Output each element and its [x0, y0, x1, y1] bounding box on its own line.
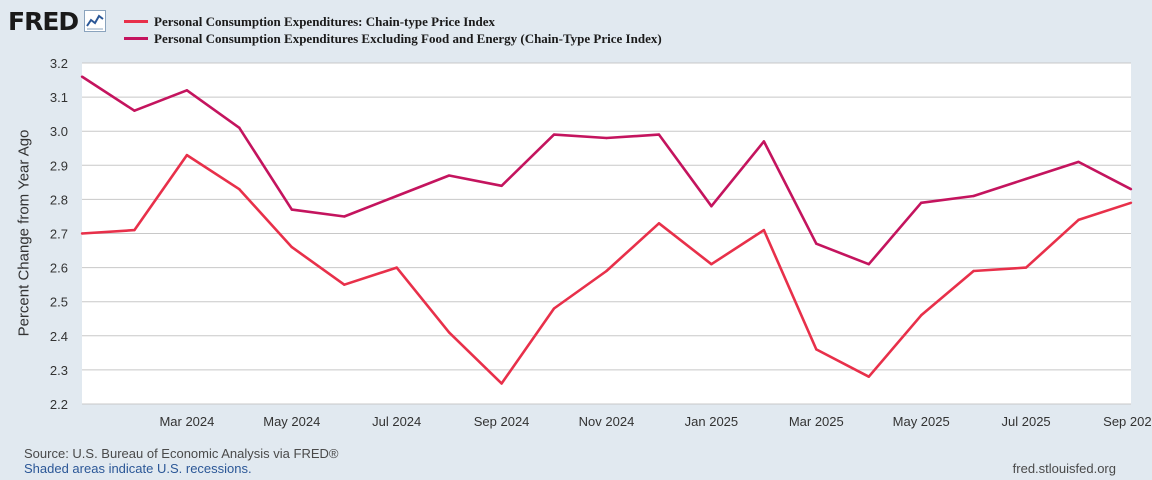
site-link[interactable]: fred.stlouisfed.org — [1012, 461, 1116, 476]
x-tick-label: Sep 2024 — [474, 414, 530, 429]
data-point-pce — [80, 232, 84, 235]
data-point-pce — [867, 375, 870, 378]
y-tick-label: 2.8 — [50, 192, 68, 207]
y-tick-label: 2.2 — [50, 397, 68, 412]
y-tick-label: 2.4 — [50, 329, 68, 344]
data-point-core-pce — [500, 184, 503, 187]
data-point-pce — [447, 331, 451, 334]
fred-logo[interactable]: FRED — [8, 6, 107, 36]
data-point-core-pce — [762, 140, 766, 143]
x-tick-label: Mar 2024 — [159, 414, 214, 429]
legend-label-core-pce: Personal Consumption Expenditures Exclud… — [154, 30, 662, 46]
x-tick-label: May 2025 — [893, 414, 950, 429]
x-tick-label: Mar 2025 — [789, 414, 844, 429]
chart-legend: Personal Consumption Expenditures: Chain… — [124, 13, 662, 47]
y-tick-label: 2.7 — [50, 227, 68, 242]
data-point-pce — [343, 283, 346, 286]
data-point-core-pce — [605, 136, 608, 140]
data-point-pce — [238, 187, 241, 191]
x-tick-label: Sep 2025 — [1103, 414, 1152, 429]
legend-swatch-pce — [124, 20, 148, 23]
y-axis-label: Percent Change from Year Ago — [15, 129, 33, 337]
data-point-core-pce — [238, 126, 241, 129]
data-point-core-pce — [290, 208, 293, 211]
data-point-pce — [185, 153, 189, 157]
data-point-core-pce — [867, 262, 870, 266]
data-point-core-pce — [395, 194, 398, 198]
x-tick-label: Jul 2025 — [1002, 414, 1051, 429]
y-tick-label: 3.2 — [50, 56, 68, 71]
data-point-core-pce — [1129, 187, 1133, 191]
legend-swatch-core-pce — [124, 37, 148, 40]
y-tick-label: 2.5 — [50, 295, 68, 310]
data-point-pce — [920, 314, 923, 317]
data-point-pce — [133, 228, 136, 232]
x-tick-label: Jan 2025 — [685, 414, 739, 429]
data-point-pce — [290, 245, 293, 249]
data-point-pce — [815, 348, 818, 351]
data-point-pce — [1077, 218, 1080, 222]
data-point-pce — [395, 266, 398, 269]
data-point-pce — [972, 269, 975, 273]
data-point-pce — [605, 269, 608, 273]
fred-logo-text: FRED — [8, 6, 79, 36]
data-point-pce — [657, 222, 661, 225]
data-point-core-pce — [80, 75, 84, 78]
y-tick-label: 3.1 — [50, 90, 68, 105]
x-tick-label: Jul 2024 — [372, 414, 421, 429]
legend-item-pce[interactable]: Personal Consumption Expenditures: Chain… — [124, 13, 662, 30]
data-point-core-pce — [447, 174, 451, 177]
data-point-core-pce — [133, 109, 136, 112]
y-tick-label: 2.3 — [50, 363, 68, 378]
data-point-core-pce — [1024, 177, 1028, 181]
data-point-core-pce — [1077, 160, 1080, 164]
data-point-core-pce — [920, 201, 923, 205]
source-note: Source: U.S. Bureau of Economic Analysis… — [24, 446, 339, 461]
legend-item-core-pce[interactable]: Personal Consumption Expenditures Exclud… — [124, 30, 662, 47]
y-tick-label: 2.9 — [50, 158, 68, 173]
data-point-pce — [762, 228, 766, 232]
data-point-pce — [1129, 201, 1133, 205]
data-point-core-pce — [710, 205, 713, 208]
data-point-pce — [1024, 266, 1028, 269]
data-point-core-pce — [815, 242, 818, 245]
data-point-core-pce — [343, 215, 346, 218]
data-point-pce — [710, 262, 713, 266]
line-chart-icon — [84, 10, 107, 32]
y-tick-label: 2.6 — [50, 261, 68, 276]
data-point-core-pce — [657, 133, 661, 136]
legend-label-pce: Personal Consumption Expenditures: Chain… — [154, 13, 496, 29]
recession-note[interactable]: Shaded areas indicate U.S. recessions. — [24, 461, 252, 476]
data-point-pce — [552, 307, 556, 310]
y-tick-label: 3.0 — [50, 124, 68, 139]
data-point-core-pce — [552, 133, 556, 136]
data-point-core-pce — [972, 194, 975, 198]
x-tick-label: May 2024 — [263, 414, 320, 429]
x-tick-label: Nov 2024 — [579, 414, 635, 429]
data-point-pce — [500, 382, 503, 385]
data-point-core-pce — [185, 89, 189, 92]
